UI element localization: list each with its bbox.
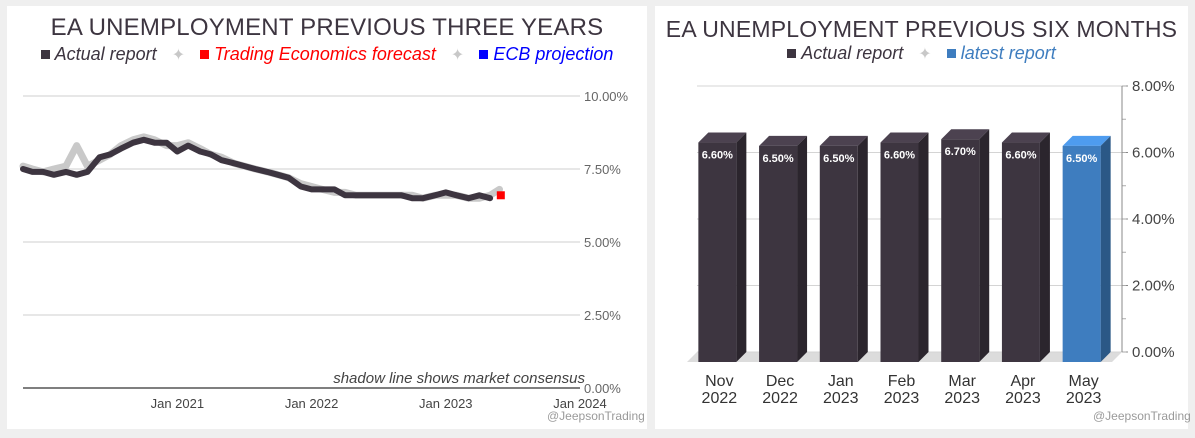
y-tick-label: 6.00% <box>1132 145 1175 162</box>
x-tick-label: Jan 2024 <box>553 396 607 411</box>
legend-separator-icon: ✦ <box>918 46 932 63</box>
bar-top <box>759 135 808 146</box>
bar-top <box>1001 132 1050 143</box>
x-tick-label-month: May <box>1069 373 1099 390</box>
legend-item-ecb: ECB projection <box>479 44 613 65</box>
x-tick-label-year: 2022 <box>762 390 798 407</box>
bar-chart-plot: 8.00%6.00%4.00%2.00%0.00%6.60%Nov20226.5… <box>687 78 1175 407</box>
bar-side <box>857 135 868 362</box>
y-tick-label: 7.50% <box>584 162 621 177</box>
bar-chart-watermark: @JeepsonTrading <box>1093 409 1191 423</box>
legend-item-forecast: Trading Economics forecast <box>200 44 436 65</box>
legend-item-actual: Actual report <box>40 44 157 65</box>
x-tick-label: Jan 2023 <box>419 396 473 411</box>
bar-value-label: 6.50% <box>823 153 854 165</box>
x-tick-label-month: Dec <box>766 373 794 390</box>
forecast-point <box>496 191 505 200</box>
bar-chart-legend: Actual report ✦ latest report <box>655 43 1188 64</box>
legend-swatch-actual-report <box>787 49 797 59</box>
legend-item-actual-report: Actual report <box>787 43 903 64</box>
line-chart-legend: Actual report ✦ Trading Economics foreca… <box>7 44 647 65</box>
bar <box>1062 145 1101 362</box>
y-tick-label: 2.00% <box>1132 278 1175 295</box>
legend-label-actual: Actual report <box>54 44 157 64</box>
bar-value-label: 6.60% <box>1005 150 1036 162</box>
x-tick-label-year: 2023 <box>1066 390 1102 407</box>
line-chart-watermark: @JeepsonTrading <box>547 409 645 423</box>
bar-side <box>1039 132 1050 362</box>
bar-chart-panel: EA UNEMPLOYMENT PREVIOUS SIX MONTHS Actu… <box>655 6 1191 429</box>
bar-top <box>941 129 990 140</box>
legend-separator-icon: ✦ <box>171 47 186 64</box>
legend-separator-icon: ✦ <box>450 47 465 64</box>
y-tick-label: 5.00% <box>584 235 621 250</box>
chart-annotation: shadow line shows market consensus <box>333 370 585 387</box>
series-line-actual-report <box>20 136 494 202</box>
bar <box>1001 142 1040 362</box>
legend-label-ecb: ECB projection <box>493 44 614 64</box>
bar-top <box>698 132 747 143</box>
bar-chart-title: EA UNEMPLOYMENT PREVIOUS SIX MONTHS <box>665 16 1178 42</box>
bar-side <box>797 135 808 362</box>
bar <box>698 142 737 362</box>
y-tick-label: 10.00% <box>584 89 629 104</box>
y-tick-label: 0.00% <box>584 381 621 396</box>
x-tick-label-year: 2023 <box>1005 390 1041 407</box>
bar-side <box>736 132 747 362</box>
y-tick-label: 0.00% <box>1132 344 1175 361</box>
bar-top <box>819 135 868 146</box>
bar-value-label: 6.70% <box>945 146 976 158</box>
line-chart-title: EA UNEMPLOYMENT PREVIOUS THREE YEARS <box>50 14 604 41</box>
line-chart-plot: 10.00% 7.50% 5.00% 2.50% 0.00% Jan 2021 Jan 20… <box>19 89 629 411</box>
x-tick-label-month: Nov <box>705 373 733 390</box>
bar-side <box>1100 135 1111 362</box>
x-tick-label-year: 2023 <box>944 390 980 407</box>
bar-side <box>979 129 990 362</box>
legend-swatch-actual <box>40 50 50 60</box>
x-tick-label-year: 2023 <box>823 390 859 407</box>
bar <box>880 142 919 362</box>
x-tick-label-month: Mar <box>948 373 976 390</box>
legend-swatch-latest-report <box>946 49 956 59</box>
bar-value-label: 6.50% <box>762 153 793 165</box>
legend-label-latest-report: latest report <box>960 43 1056 63</box>
x-tick-label: Jan 2022 <box>285 396 339 411</box>
legend-swatch-forecast <box>200 50 210 60</box>
bar <box>941 139 980 362</box>
bar-top <box>880 132 929 143</box>
x-tick-label: Jan 2021 <box>151 396 205 411</box>
y-tick-label: 2.50% <box>584 308 621 323</box>
y-tick-label: 4.00% <box>1132 211 1175 228</box>
y-tick-label: 8.00% <box>1132 78 1175 95</box>
legend-item-latest-report: latest report <box>946 43 1056 64</box>
bar-top <box>1062 135 1111 146</box>
legend-swatch-ecb <box>479 50 489 60</box>
x-tick-label-year: 2023 <box>884 390 920 407</box>
x-tick-label-month: Jan <box>828 373 854 390</box>
legend-label-forecast: Trading Economics forecast <box>214 44 436 64</box>
bar <box>759 145 798 362</box>
bar <box>819 145 858 362</box>
legend-label-actual-report: Actual report <box>801 43 904 63</box>
bar-value-label: 6.50% <box>1066 153 1097 165</box>
line-chart-panel: EA UNEMPLOYMENT PREVIOUS THREE YEARS Act… <box>7 6 647 429</box>
bar-value-label: 6.60% <box>702 150 733 162</box>
x-tick-label-month: Apr <box>1010 373 1036 390</box>
bar-side <box>918 132 929 362</box>
bar-value-label: 6.60% <box>884 150 915 162</box>
x-tick-label-year: 2022 <box>702 390 738 407</box>
x-tick-label-month: Feb <box>888 373 916 390</box>
